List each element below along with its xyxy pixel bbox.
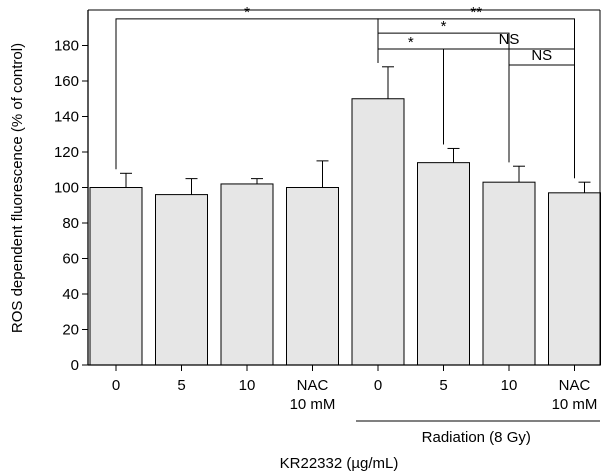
bar (155, 194, 208, 366)
bar (548, 192, 601, 366)
significance-label: * (244, 4, 250, 21)
x-tick-label: 0 (374, 377, 382, 394)
y-tick-label: 180 (54, 38, 79, 55)
y-tick-label: 140 (54, 109, 79, 126)
bar (351, 98, 405, 366)
x-tick-label: 10 (239, 377, 256, 394)
significance-label: * (408, 34, 414, 51)
x-tick-sublabel: 10 mM (552, 396, 598, 413)
group-label: Radiation (8 Gy) (422, 429, 531, 446)
x-axis-title: KR22332 (µg/mL) (280, 455, 399, 472)
x-tick-label: 10 (501, 377, 518, 394)
y-tick-label: 60 (62, 251, 79, 268)
bars-layer (89, 98, 601, 366)
significance-bracket (508, 64, 575, 179)
x-tick-labels: 0 5 10 NAC 10 mM 0 5 10 NAC 10 mM (112, 377, 598, 413)
y-tick-label: 120 (54, 144, 79, 161)
significance-bracket (115, 18, 379, 170)
bar (89, 187, 143, 366)
bar (482, 181, 536, 366)
y-tick-label: 40 (62, 286, 79, 303)
y-axis-title: ROS dependent fluorescence (% of control… (9, 43, 26, 333)
bar (220, 183, 274, 366)
x-tick-sublabel: 10 mM (290, 396, 336, 413)
significance-label: * (441, 18, 447, 35)
axes-layer (82, 9, 601, 371)
x-tick-label: NAC (297, 377, 329, 394)
y-tick-label: 80 (62, 215, 79, 232)
y-tick-label: 160 (54, 73, 79, 90)
x-tick-label: NAC (559, 377, 591, 394)
group-annotation: Radiation (8 Gy) (356, 420, 600, 446)
bar (417, 162, 470, 366)
x-tick-label: 5 (439, 377, 447, 394)
error-bars-layer (120, 66, 591, 195)
x-tick-label: 0 (112, 377, 120, 394)
significance-label: NS (531, 47, 552, 64)
y-tick-labels: 0 20 40 60 80 100 120 140 160 180 (54, 38, 79, 375)
y-tick-label: 20 (62, 322, 79, 339)
x-tick-label: 5 (177, 377, 185, 394)
y-tick-label: 100 (54, 180, 79, 197)
significance-label: ** (470, 4, 482, 21)
significance-label: NS (499, 31, 520, 48)
bar (286, 187, 339, 366)
y-tick-label: 0 (71, 357, 79, 374)
